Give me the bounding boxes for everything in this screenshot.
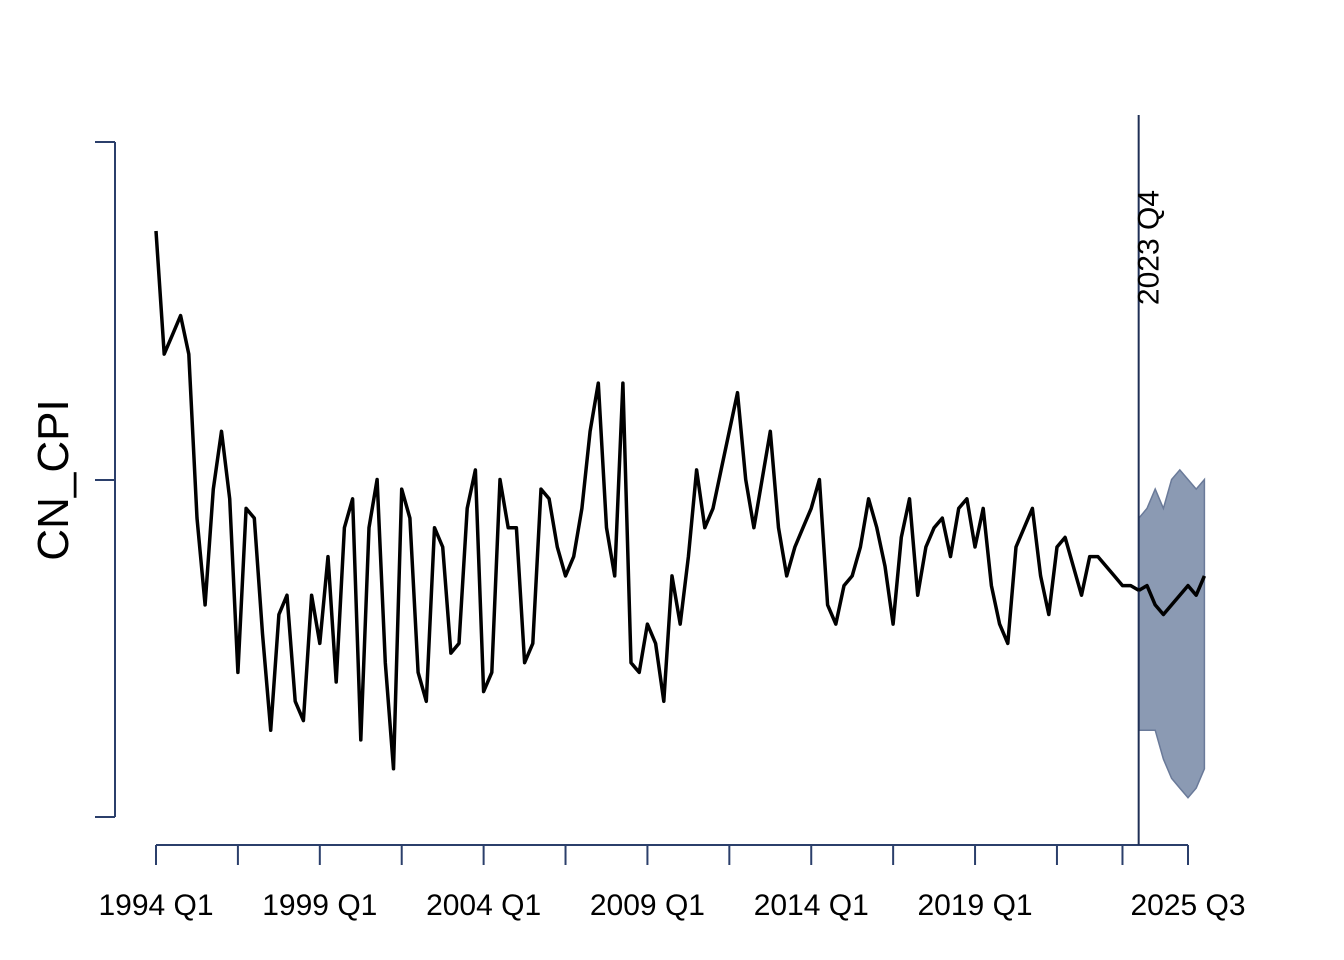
series-layer xyxy=(154,230,1207,771)
x-tick-label: 2019 Q1 xyxy=(918,889,1033,922)
forecast-start-label: 2023 Q4 xyxy=(1133,190,1166,305)
axes: 1994 Q1 1999 Q1 2004 Q1 2009 Q1 2014 Q1 2019 … xyxy=(95,141,1246,922)
x-tick-label: 2014 Q1 xyxy=(754,889,869,922)
forecast-band-layer xyxy=(1138,468,1206,799)
x-tick-label: 1999 Q1 xyxy=(262,889,377,922)
x-tick-label: 2004 Q1 xyxy=(426,889,541,922)
x-tick-label: 1994 Q1 xyxy=(98,889,213,922)
y-axis-label: CN_CPI xyxy=(29,399,78,560)
x-tick-label: 2025 Q3 xyxy=(1130,889,1245,922)
forecast-mean-line xyxy=(1138,575,1207,617)
x-tick-label: 2009 Q1 xyxy=(590,889,705,922)
forecast-start-marker: 2023 Q4 xyxy=(1133,115,1166,845)
observed-series-line xyxy=(154,230,1140,771)
forecast-interval-band xyxy=(1138,468,1206,799)
